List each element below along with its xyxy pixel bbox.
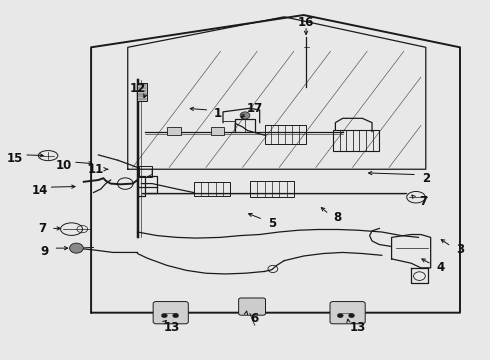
Bar <box>250 181 294 197</box>
Text: 4: 4 <box>436 261 444 274</box>
Bar <box>211 127 224 135</box>
FancyBboxPatch shape <box>239 298 266 315</box>
Bar <box>265 126 306 144</box>
Text: 14: 14 <box>31 184 48 197</box>
Text: 15: 15 <box>7 152 24 165</box>
Text: 7: 7 <box>419 195 427 208</box>
Text: 7: 7 <box>38 222 46 235</box>
Circle shape <box>172 314 178 318</box>
Bar <box>140 166 152 177</box>
Text: 13: 13 <box>164 320 180 333</box>
Text: 17: 17 <box>246 102 263 115</box>
Circle shape <box>337 314 343 318</box>
Text: 6: 6 <box>251 311 259 325</box>
Circle shape <box>348 314 354 318</box>
Text: 1: 1 <box>214 107 222 120</box>
Text: 8: 8 <box>334 211 342 224</box>
Text: 13: 13 <box>349 320 366 333</box>
FancyBboxPatch shape <box>330 302 365 324</box>
Text: 16: 16 <box>298 16 314 29</box>
Text: 12: 12 <box>129 82 146 95</box>
Bar <box>137 83 147 101</box>
Bar <box>167 127 180 135</box>
Text: 11: 11 <box>88 163 104 176</box>
Circle shape <box>70 243 83 253</box>
Bar <box>194 182 230 196</box>
Circle shape <box>161 314 167 318</box>
Text: 9: 9 <box>41 245 49 258</box>
Text: 2: 2 <box>422 172 430 185</box>
Text: 10: 10 <box>56 159 73 172</box>
Circle shape <box>240 112 250 119</box>
FancyBboxPatch shape <box>153 302 188 324</box>
Text: 5: 5 <box>268 216 276 230</box>
Text: 3: 3 <box>456 243 464 256</box>
Bar <box>333 130 379 151</box>
